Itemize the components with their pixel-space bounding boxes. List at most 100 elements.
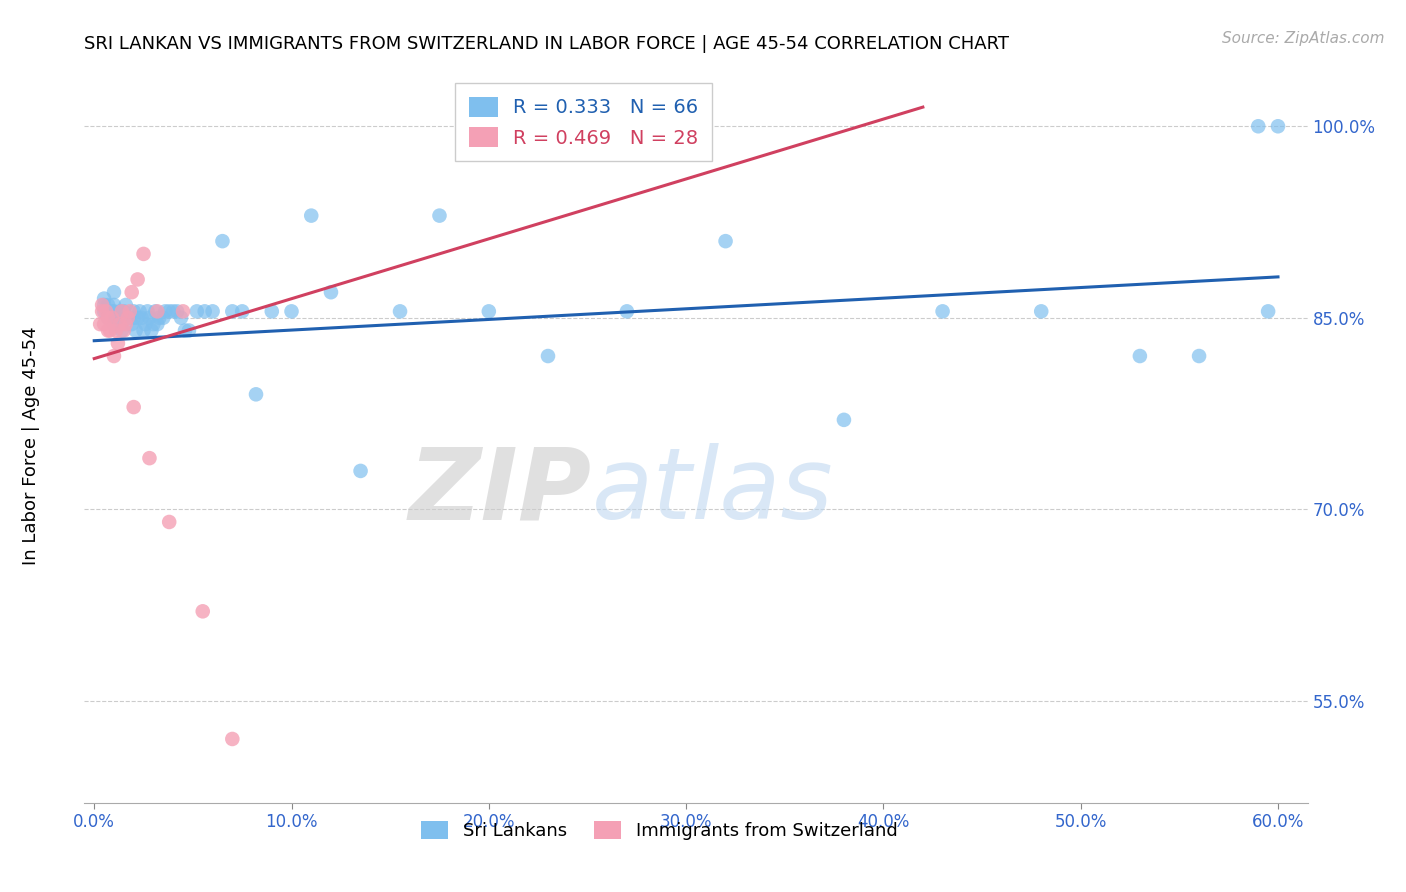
Point (832, 413, 855, 427)
Point (142, 317, 165, 331)
Point (122, 400, 145, 414)
Point (97, 310, 120, 325)
Text: In Labor Force | Age 45-54: In Labor Force | Age 45-54 (22, 326, 39, 566)
Point (429, 209, 451, 223)
Point (117, 310, 139, 325)
Point (1247, 120, 1270, 134)
Point (112, 304, 135, 318)
Point (148, 310, 170, 325)
Point (97, 324, 120, 338)
Point (121, 285, 143, 300)
Point (94, 304, 117, 318)
Point (152, 310, 174, 325)
Point (108, 317, 131, 331)
Point (132, 324, 155, 338)
Point (124, 324, 146, 338)
Point (191, 604, 214, 618)
Point (138, 310, 160, 325)
Point (135, 317, 157, 331)
Point (114, 298, 136, 312)
Point (714, 234, 737, 248)
Point (1267, 120, 1289, 134)
Point (93, 304, 115, 318)
Point (127, 310, 149, 325)
Point (221, 304, 243, 318)
Point (1129, 349, 1152, 363)
Point (1257, 304, 1279, 318)
Point (162, 304, 184, 318)
Point (132, 247, 155, 261)
Point (136, 304, 159, 318)
Point (104, 324, 127, 338)
Point (97, 298, 120, 312)
Text: SRI LANKAN VS IMMIGRANTS FROM SWITZERLAND IN LABOR FORCE | AGE 45-54 CORRELATION: SRI LANKAN VS IMMIGRANTS FROM SWITZERLAN… (84, 35, 1010, 53)
Point (111, 304, 134, 318)
Point (108, 304, 131, 318)
Point (166, 304, 188, 318)
Point (174, 324, 197, 338)
Point (194, 304, 217, 318)
Point (145, 304, 167, 318)
Point (118, 304, 141, 318)
Point (616, 304, 638, 318)
Point (157, 304, 180, 318)
Point (537, 349, 560, 363)
Point (128, 304, 150, 318)
Point (389, 304, 412, 318)
Point (127, 272, 149, 286)
Point (97, 310, 120, 325)
Point (299, 209, 322, 223)
Point (201, 304, 224, 318)
Point (98, 324, 121, 338)
Point (155, 304, 177, 318)
Point (211, 234, 233, 248)
Point (101, 304, 124, 318)
Point (221, 731, 243, 746)
Point (186, 304, 208, 318)
Legend: Sri Lankans, Immigrants from Switzerland: Sri Lankans, Immigrants from Switzerland (412, 812, 907, 849)
Point (931, 304, 953, 318)
Point (280, 304, 302, 318)
Point (172, 304, 194, 318)
Point (114, 317, 136, 331)
Point (478, 304, 501, 318)
Point (112, 324, 135, 338)
Point (146, 304, 169, 318)
Point (107, 310, 129, 325)
Point (91, 304, 114, 318)
Point (319, 285, 342, 300)
Point (245, 387, 267, 401)
Text: atlas: atlas (592, 443, 834, 541)
Point (131, 310, 153, 325)
Point (138, 451, 160, 466)
Point (93, 317, 115, 331)
Text: Source: ZipAtlas.com: Source: ZipAtlas.com (1222, 31, 1385, 46)
Point (103, 349, 125, 363)
Point (146, 317, 169, 331)
Point (111, 324, 134, 338)
Point (1188, 349, 1211, 363)
Point (121, 317, 143, 331)
Point (122, 304, 145, 318)
Point (122, 310, 145, 325)
Point (231, 304, 253, 318)
Point (91, 298, 114, 312)
Point (93, 292, 115, 306)
Text: ZIP: ZIP (409, 443, 592, 541)
Point (170, 310, 193, 325)
Point (103, 317, 125, 331)
Point (107, 336, 129, 351)
Point (141, 324, 163, 338)
Point (157, 515, 180, 529)
Point (93, 298, 115, 312)
Point (89, 317, 111, 331)
Point (177, 324, 200, 338)
Point (103, 298, 125, 312)
Point (117, 310, 139, 325)
Point (103, 304, 125, 318)
Point (101, 310, 124, 325)
Point (349, 464, 371, 478)
Point (260, 304, 283, 318)
Point (103, 285, 125, 300)
Point (1031, 304, 1053, 318)
